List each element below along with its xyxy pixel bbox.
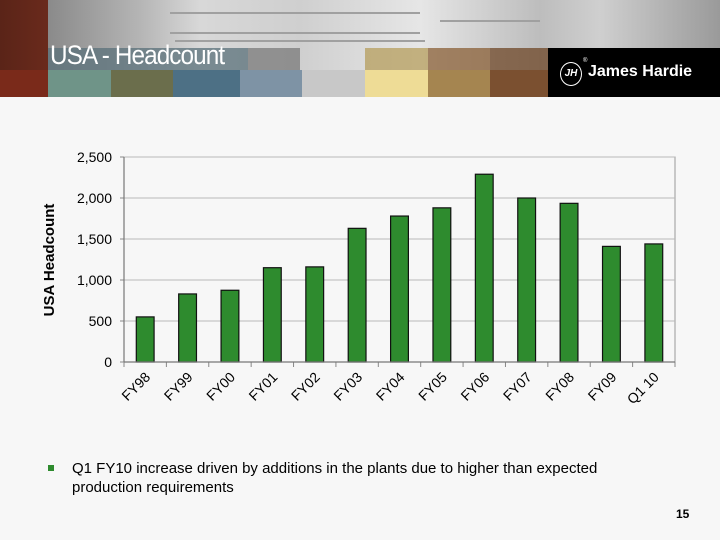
x-tick-label: FY08 xyxy=(542,369,577,404)
bar-fy04 xyxy=(389,215,410,363)
y-axis-label: USA Headcount xyxy=(41,204,58,317)
x-tick-label: FY01 xyxy=(245,369,280,404)
color-stripe xyxy=(302,70,365,97)
bar-fy99 xyxy=(178,293,198,363)
x-tick-label: FY09 xyxy=(585,369,620,404)
x-tick-label: Q1 10 xyxy=(624,369,662,407)
x-tick-label: FY06 xyxy=(457,369,492,404)
x-tick-label: FY02 xyxy=(288,369,323,404)
slide-title: USA - Headcount xyxy=(50,40,225,70)
bar-fy05 xyxy=(432,207,452,363)
color-stripe xyxy=(428,70,490,97)
x-tick-label: FY03 xyxy=(330,369,365,404)
y-tick-label: 1,500 xyxy=(77,231,112,247)
x-tick-label: FY05 xyxy=(415,369,450,404)
color-stripe xyxy=(365,70,428,97)
y-tick-label: 2,000 xyxy=(77,190,112,206)
color-stripe xyxy=(173,70,240,97)
logo-text: James Hardie xyxy=(588,63,693,80)
y-tick-label: 2,500 xyxy=(77,149,112,165)
bullet-square-icon xyxy=(48,465,54,471)
y-tick-label: 0 xyxy=(104,354,112,370)
bar-fy00 xyxy=(220,289,240,363)
color-stripe xyxy=(0,70,48,97)
y-tick-label: 1,000 xyxy=(77,272,112,288)
bar-fy08 xyxy=(559,202,579,363)
x-tick-label: FY04 xyxy=(373,369,408,404)
bar-fy98 xyxy=(135,316,155,363)
x-tick-label: FY98 xyxy=(118,369,153,404)
bar-fy03 xyxy=(347,227,367,363)
color-stripe xyxy=(111,70,173,97)
x-tick-label: FY99 xyxy=(161,369,196,404)
header-banner: USA - Headcount JH ® James Hardie xyxy=(0,0,720,97)
bar-q1-10 xyxy=(644,243,664,363)
page-number: 15 xyxy=(676,507,690,521)
bullet-text: Q1 FY10 increase driven by additions in … xyxy=(72,460,598,496)
bar-fy07 xyxy=(517,197,537,363)
x-tick-label: FY07 xyxy=(500,369,535,404)
x-tick-label: FY00 xyxy=(203,369,238,404)
y-tick-label: 500 xyxy=(89,313,113,329)
james-hardie-logo-icon: JH xyxy=(560,62,582,86)
bar-fy02 xyxy=(305,266,325,363)
color-stripe xyxy=(240,70,302,97)
bar-fy01 xyxy=(262,267,282,363)
bar-fy09 xyxy=(601,245,621,363)
headcount-chart: 0 500 1,000 1,500 2,000 2,500 FY98 FY99 FY00 FY01… xyxy=(41,149,676,407)
color-stripe xyxy=(490,70,548,97)
color-stripe xyxy=(48,70,111,97)
bar-fy06 xyxy=(474,173,494,363)
registered-mark: ® xyxy=(583,58,588,64)
